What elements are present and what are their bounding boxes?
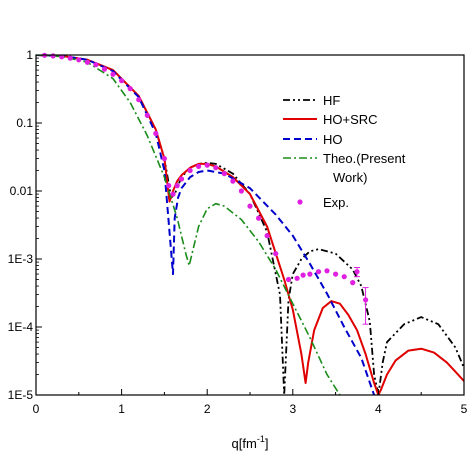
x-tick-label: 4 — [375, 402, 382, 416]
exp-point — [101, 66, 108, 72]
exp-point — [285, 276, 292, 283]
exp-point — [333, 271, 339, 277]
exp-point — [264, 233, 270, 239]
exp-point — [363, 297, 369, 303]
exp-point — [204, 162, 210, 168]
exp-point — [178, 176, 185, 182]
series-line-theo-present — [36, 55, 341, 395]
exp-point — [238, 188, 244, 194]
exp-point — [76, 57, 82, 63]
exp-point — [230, 178, 236, 184]
x-tick-label: 2 — [204, 402, 211, 416]
exp-point — [213, 165, 219, 171]
exp-point — [67, 55, 73, 61]
exp-point — [174, 183, 180, 189]
x-tick-label: 0 — [33, 402, 40, 416]
legend-label: HO+SRC — [323, 112, 378, 127]
x-tick-label: 3 — [289, 402, 296, 416]
y-tick-label: 0.1 — [16, 116, 33, 130]
experimental-points — [42, 52, 369, 325]
exp-point — [161, 156, 167, 162]
legend: HF HO+SRC HO Theo.(Present Work) Exp. — [283, 93, 406, 210]
x-axis-title-suffix: ] — [265, 436, 269, 451]
y-tick-label: 1E-4 — [8, 320, 34, 334]
y-tick-label: 1E-5 — [8, 388, 34, 402]
legend-label: HO — [323, 132, 343, 147]
exp-point — [93, 62, 99, 68]
legend-swatch-exp — [297, 199, 303, 205]
exp-point — [187, 167, 193, 174]
exp-point — [273, 251, 279, 257]
x-axis-title-superscript: -1 — [257, 434, 265, 444]
exp-point — [127, 86, 133, 92]
legend-label: HF — [323, 93, 340, 108]
legend-label: Theo.(Present — [323, 151, 406, 166]
exp-point — [196, 163, 202, 169]
exp-point — [300, 272, 306, 278]
y-axis: 1 0.1 0.01 1E-3 1E-4 1E-5 — [8, 48, 42, 402]
exp-point — [84, 59, 90, 65]
x-axis-title: q[fm-1] — [232, 434, 269, 451]
series-line-hf — [36, 55, 464, 395]
exp-point — [294, 275, 300, 281]
exp-point — [354, 269, 360, 275]
y-tick-label: 1E-3 — [8, 252, 34, 266]
exp-point — [50, 53, 56, 59]
exp-point — [341, 274, 347, 280]
exp-point — [324, 268, 330, 274]
exp-point — [166, 183, 172, 189]
y-tick-label: 1 — [26, 48, 33, 62]
legend-label-continued: Work) — [333, 170, 367, 185]
plot-frame — [35, 54, 465, 396]
exp-point — [144, 112, 150, 118]
y-tick-label: 0.01 — [10, 184, 34, 198]
legend-label: Exp. — [323, 195, 349, 210]
exp-point — [315, 269, 322, 275]
exp-point — [136, 97, 142, 103]
exp-point — [153, 130, 159, 137]
x-axis: 0 1 2 3 4 5 — [33, 389, 468, 416]
x-tick-label: 5 — [461, 402, 468, 416]
exp-point — [307, 271, 313, 277]
exp-point — [170, 191, 176, 197]
series-layer — [36, 55, 464, 395]
exp-point — [119, 78, 125, 84]
x-tick-label: 1 — [118, 402, 125, 416]
exp-point — [256, 215, 262, 221]
exp-point — [110, 71, 116, 77]
series-line-ho-src — [36, 55, 464, 395]
exp-point — [221, 171, 227, 177]
exp-point — [350, 280, 356, 286]
exp-point — [247, 203, 253, 209]
